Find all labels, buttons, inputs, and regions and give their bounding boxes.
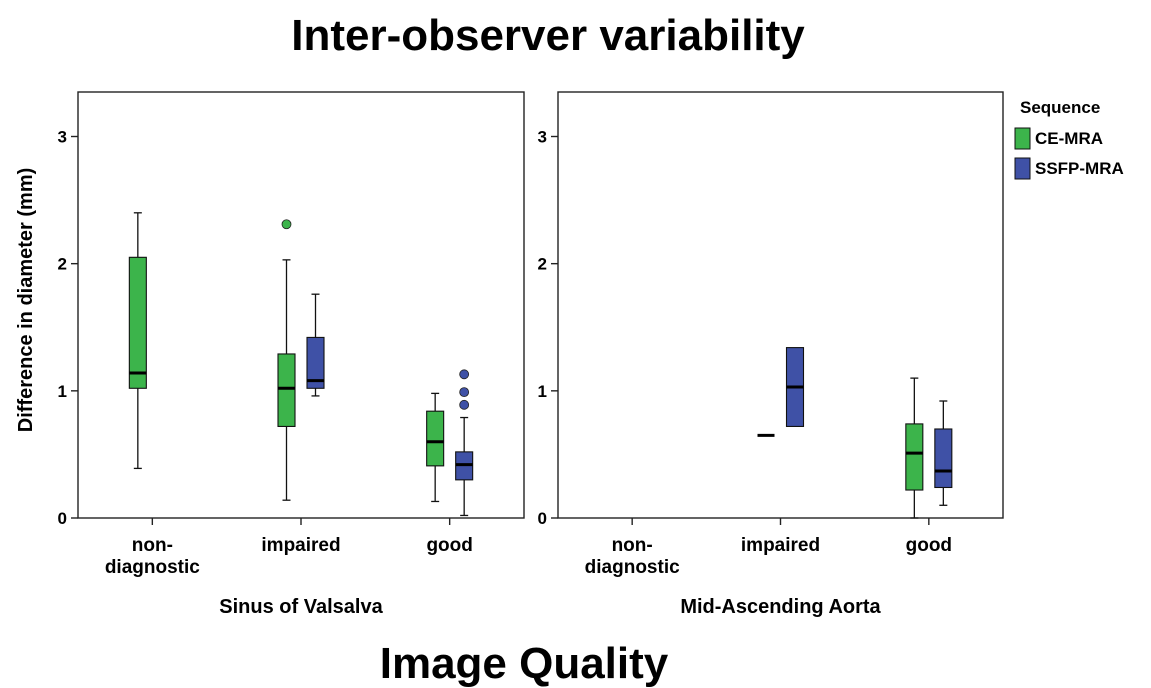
x-tick-label: non- — [132, 535, 173, 556]
legend-label: CE-MRA — [1035, 129, 1103, 148]
box-good-ssfp-mra — [934, 400, 953, 506]
y-tick-label: 1 — [538, 382, 547, 401]
box-impaired-ce-mra — [277, 219, 296, 501]
y-tick-label: 0 — [58, 509, 67, 528]
legend-swatch — [1014, 157, 1031, 180]
box-good-ce-mra — [905, 377, 924, 519]
outlier-point — [459, 369, 470, 380]
x-axis-title: Image Quality — [380, 639, 669, 688]
x-tick-label: impaired — [741, 535, 820, 556]
x-tick-label: impaired — [261, 535, 340, 556]
chart-panels: 0 1 2 3 non-diagnostic impaired good Sinus of V… — [58, 91, 1004, 618]
panel-mid-ascending-aorta: 0 1 2 3 non-diagnostic impaired good Mid-Ascend… — [538, 91, 1004, 618]
legend-entry-ssfp-mra: SSFP-MRA — [1014, 157, 1124, 180]
y-axis-label: Difference in diameter (mm) — [15, 168, 37, 433]
box-body — [306, 336, 325, 389]
box-body — [905, 423, 924, 491]
legend-entry-ce-mra: CE-MRA — [1014, 127, 1103, 150]
panel-sinus-of-valsalva: 0 1 2 3 non-diagnostic impaired good Sinus of V… — [58, 91, 525, 618]
x-tick-label: non- — [612, 535, 653, 556]
x-tick-label: good — [906, 535, 952, 556]
legend-label: SSFP-MRA — [1035, 159, 1124, 178]
outlier-point — [459, 399, 470, 410]
x-tick-label: diagnostic — [105, 557, 200, 578]
box-body — [934, 428, 953, 489]
box-non-diagnostic-ce-mra — [128, 212, 147, 470]
y-tick-label: 2 — [58, 255, 67, 274]
plot-frame — [77, 91, 525, 519]
panel-title: Sinus of Valsalva — [219, 596, 383, 618]
y-tick-label: 0 — [538, 509, 547, 528]
y-tick-label: 1 — [58, 382, 67, 401]
y-tick-label: 3 — [538, 128, 547, 147]
box-body — [128, 256, 147, 389]
legend-swatch — [1014, 127, 1031, 150]
legend-title: Sequence — [1020, 98, 1100, 117]
chart-title: Inter-observer variability — [291, 11, 805, 60]
y-tick-label: 2 — [538, 255, 547, 274]
box-impaired-ssfp-mra — [785, 347, 805, 427]
x-tick-label: good — [426, 535, 472, 556]
box-impaired-ssfp-mra — [306, 293, 325, 397]
box-good-ce-mra — [426, 392, 445, 503]
y-tick-label: 3 — [58, 128, 67, 147]
box-body — [277, 353, 296, 427]
box-good-ssfp-mra — [455, 369, 474, 517]
panel-title: Mid-Ascending Aorta — [680, 596, 881, 618]
box-body — [426, 410, 445, 467]
outlier-point — [281, 219, 292, 230]
legend: Sequence CE-MRA SSFP-MRA — [1014, 98, 1124, 180]
plot-frame — [557, 91, 1004, 519]
outlier-point — [459, 387, 470, 398]
x-tick-label: diagnostic — [585, 557, 680, 578]
